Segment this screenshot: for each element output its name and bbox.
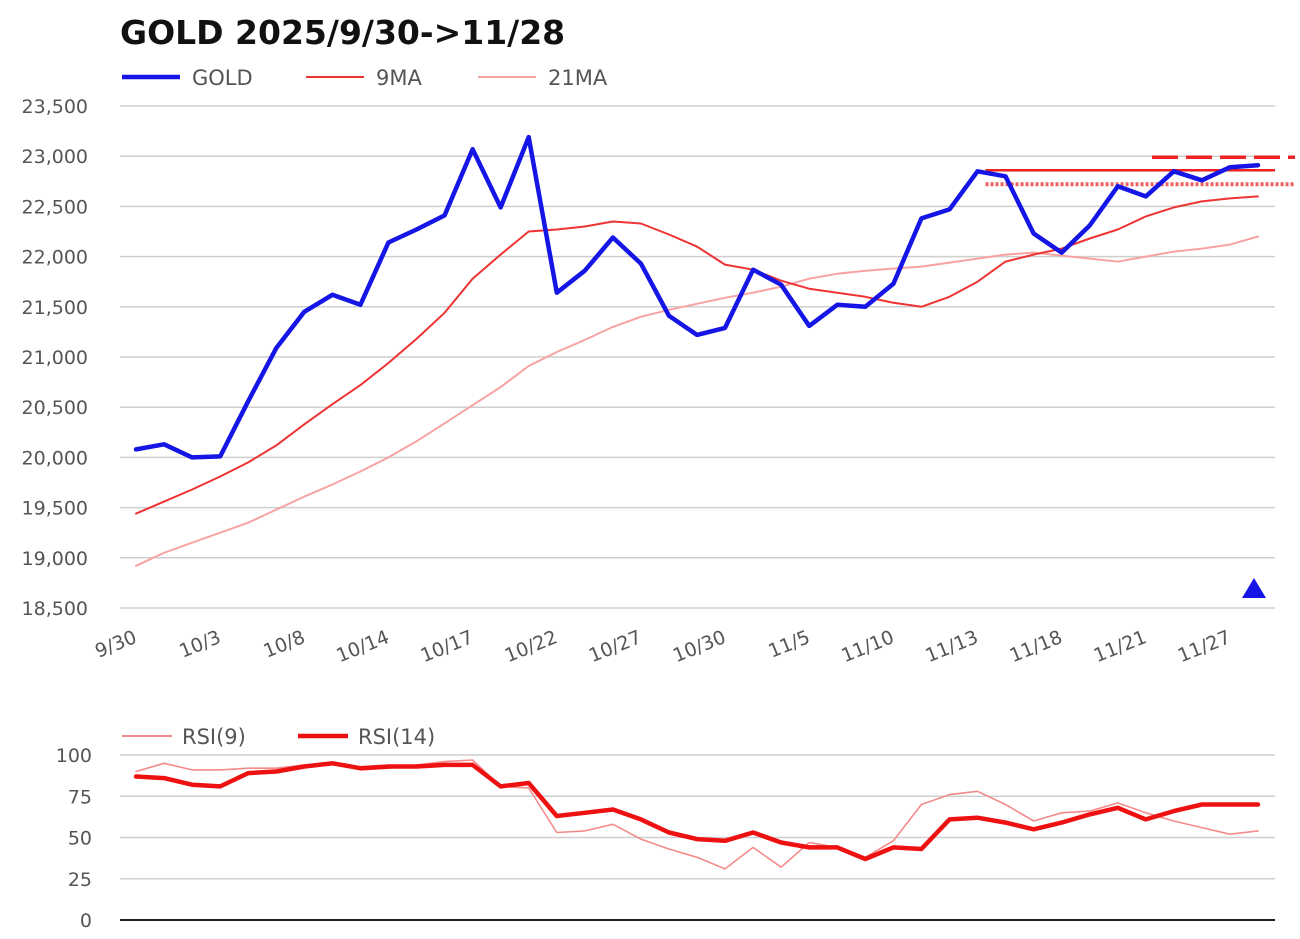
up-triangle-marker (1242, 578, 1266, 598)
rsi-y-tick-label: 0 (80, 910, 92, 932)
x-tick-label: 10/30 (670, 626, 729, 667)
rsi-series-line-rsi14 (133, 761, 1261, 862)
main-grid (120, 105, 1275, 609)
main-x-axis: 9/30 10/3 10/8 10/14 10/17 10/22 10/27 10/30 11/… (92, 626, 1234, 667)
y-tick-label: 19,500 (22, 498, 88, 520)
x-tick-label: 9/30 (92, 626, 140, 662)
main-y-axis: 18,500 19,000 19,500 20,000 20,500 21,000 21,5… (22, 96, 88, 620)
main-series (133, 134, 1266, 598)
legend-label-gold: GOLD (192, 66, 253, 90)
y-tick-label: 22,500 (22, 196, 88, 218)
chart-title: GOLD 2025/9/30->11/28 (120, 13, 565, 52)
legend-label-9ma: 9MA (376, 66, 422, 90)
legend-label-rsi9: RSI(9) (182, 725, 246, 749)
rsi-grid (120, 754, 1275, 921)
rsi-y-tick-label: 25 (68, 869, 92, 891)
main-legend: GOLD 9MA 21MA (122, 66, 608, 90)
x-tick-label: 10/8 (260, 626, 308, 662)
rsi-legend: RSI(9) RSI(14) (122, 725, 435, 749)
y-tick-label: 20,500 (22, 397, 88, 419)
rsi-y-tick-label: 50 (68, 828, 92, 850)
y-tick-label: 19,000 (22, 548, 88, 570)
series-line-gold (133, 134, 1261, 460)
x-tick-label: 10/27 (586, 626, 645, 667)
x-tick-label: 11/10 (838, 626, 897, 667)
x-tick-label: 10/22 (502, 626, 561, 667)
y-tick-label: 23,500 (22, 96, 88, 118)
rsi-y-tick-label: 100 (56, 745, 92, 767)
resistance-lines (985, 155, 1295, 187)
x-tick-label: 11/21 (1091, 626, 1150, 667)
legend-label-21ma: 21MA (548, 66, 608, 90)
series-line-9ma (135, 195, 1259, 515)
series-line-21ma (135, 235, 1259, 567)
x-tick-label: 11/27 (1175, 626, 1234, 667)
y-tick-label: 22,000 (22, 247, 88, 269)
y-tick-label: 18,500 (22, 598, 88, 620)
rsi-series (133, 759, 1261, 870)
legend-label-rsi14: RSI(14) (358, 725, 435, 749)
y-tick-label: 23,000 (22, 146, 88, 168)
rsi-y-axis: 0 25 50 75 100 (56, 745, 92, 932)
x-tick-label: 10/14 (333, 626, 392, 667)
y-tick-label: 21,000 (22, 347, 88, 369)
x-tick-label: 11/13 (922, 626, 981, 667)
y-tick-label: 20,000 (22, 447, 88, 469)
x-tick-label: 10/3 (176, 626, 224, 662)
rsi-y-tick-label: 75 (68, 786, 92, 808)
x-tick-label: 11/18 (1007, 626, 1066, 667)
x-tick-label: 11/5 (765, 626, 813, 662)
x-tick-label: 10/17 (417, 626, 476, 667)
y-tick-label: 21,500 (22, 297, 88, 319)
